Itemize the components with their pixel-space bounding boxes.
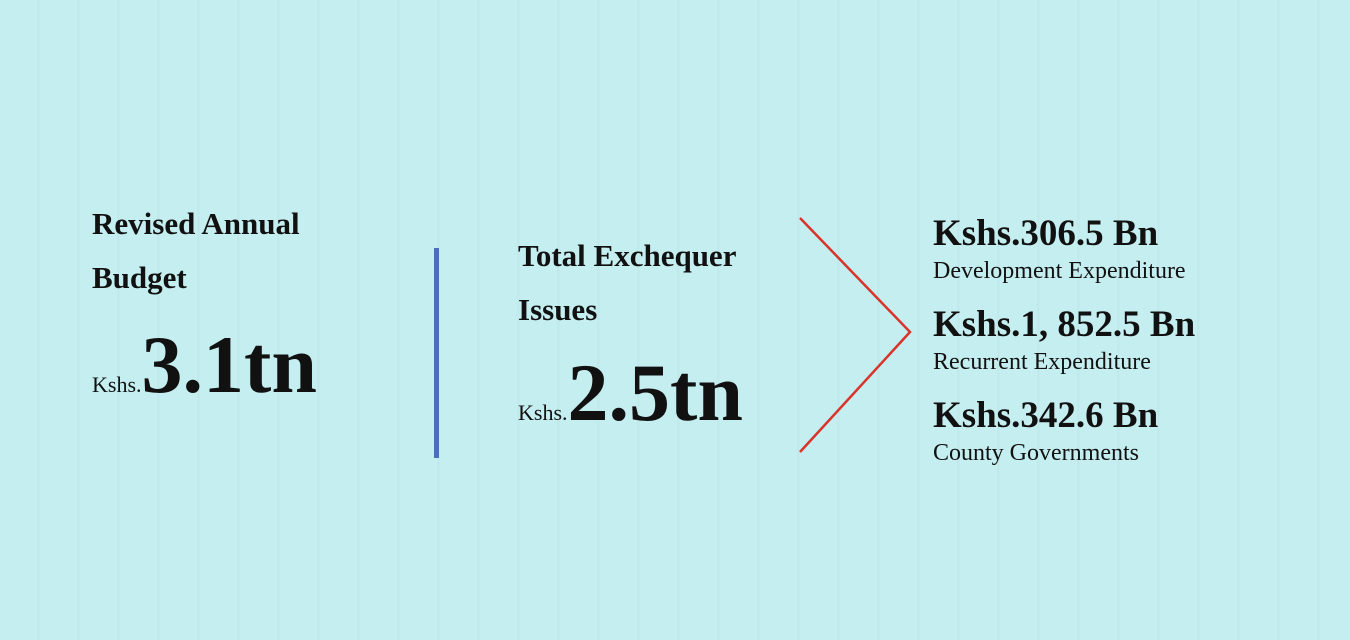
- breakdown-item: Kshs.342.6 Bn County Governments: [933, 396, 1158, 470]
- budget-value: 3.1tn: [141, 319, 317, 410]
- item-label: Development Expenditure: [933, 258, 1186, 284]
- exchequer-prefix: Kshs.: [518, 400, 568, 425]
- exchequer-title: Total Exchequer Issues: [518, 238, 736, 327]
- breakdown-item: Kshs.1, 852.5 Bn Recurrent Expenditure: [933, 305, 1195, 379]
- chevron: [799, 217, 912, 453]
- item-amount: Kshs.342.6 Bn: [933, 395, 1159, 436]
- item-label: Recurrent Expenditure: [933, 349, 1151, 375]
- budget-amount: Kshs.3.1tn: [92, 318, 317, 412]
- budget-prefix: Kshs.: [92, 372, 142, 397]
- exchequer-amount: Kshs.2.5tn: [518, 346, 743, 440]
- divider: [434, 248, 439, 458]
- exchequer-value: 2.5tn: [567, 347, 743, 438]
- breakdown-item: Kshs.306.5 Bn Development Expenditure: [933, 214, 1186, 288]
- budget-title: Revised Annual Budget: [92, 206, 300, 295]
- item-amount: Kshs.306.5 Bn: [933, 213, 1159, 254]
- item-amount: Kshs.1, 852.5 Bn: [933, 304, 1196, 345]
- item-label: County Governments: [933, 440, 1139, 466]
